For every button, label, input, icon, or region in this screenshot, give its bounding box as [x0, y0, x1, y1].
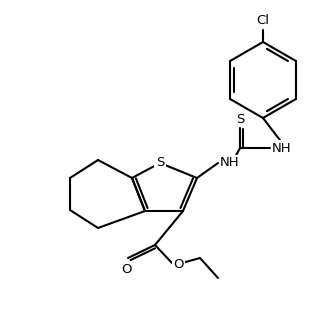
Text: O: O [173, 257, 184, 271]
Text: S: S [236, 113, 244, 126]
Text: NH: NH [272, 142, 292, 154]
Text: O: O [122, 263, 132, 276]
Text: NH: NH [220, 157, 240, 169]
Text: Cl: Cl [257, 14, 270, 27]
Text: S: S [156, 155, 164, 168]
